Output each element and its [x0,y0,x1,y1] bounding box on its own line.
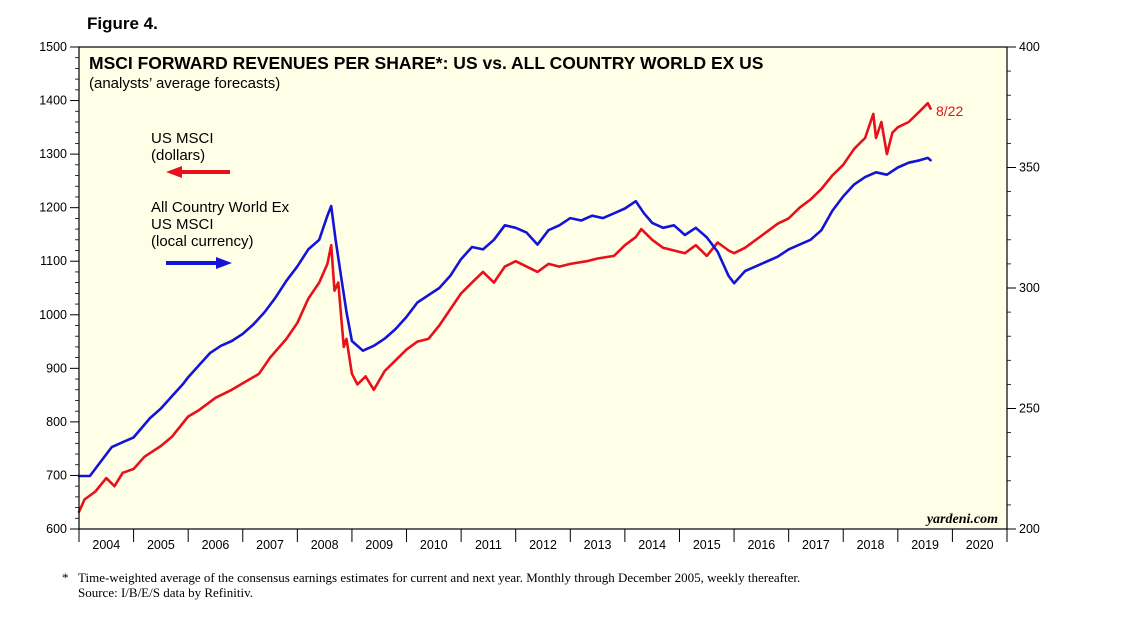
legend-label-us: US MSCI [151,130,214,147]
legend-label-us: (dollars) [151,147,205,164]
left-tick-label: 1300 [39,147,67,161]
acwx-msci-line [77,156,932,478]
x-tick-label: 2008 [311,538,339,552]
footnote-text: Time-weighted average of the consensus e… [78,570,801,585]
chart-title: MSCI FORWARD REVENUES PER SHARE*: US vs.… [89,53,763,73]
left-tick-label: 700 [46,468,67,482]
x-tick-label: 2007 [256,538,284,552]
x-tick-label: 2013 [584,538,612,552]
footnote: * Time-weighted average of the consensus … [62,570,800,600]
right-tick-label: 200 [1019,522,1040,536]
x-tick-label: 2009 [365,538,393,552]
right-tick-label: 350 [1019,161,1040,175]
x-tick-label: 2020 [966,538,994,552]
legend-label-acwx: US MSCI [151,216,214,233]
footnote-line-1: * Time-weighted average of the consensus … [62,570,800,585]
chart-subtitle: (analysts’ average forecasts) [89,75,280,92]
legend-arrow-head-acwx [216,257,232,269]
x-tick-label: 2014 [638,538,666,552]
x-tick-label: 2016 [747,538,775,552]
left-tick-label: 1200 [39,201,67,215]
right-tick-label: 250 [1019,402,1040,416]
x-tick-label: 2006 [202,538,230,552]
right-tick-label: 300 [1019,281,1040,295]
x-tick-label: 2018 [857,538,885,552]
left-tick-label: 900 [46,361,67,375]
footnote-source: Source: I/B/E/S data by Refinitiv. [78,585,253,600]
x-tick-label: 2015 [693,538,721,552]
legend-label-acwx: All Country World Ex [151,199,290,216]
x-tick-label: 2017 [802,538,830,552]
x-tick-label: 2004 [92,538,120,552]
us-msci-line [77,101,932,514]
left-tick-label: 1500 [39,40,67,54]
left-tick-label: 800 [46,415,67,429]
x-tick-label: 2010 [420,538,448,552]
x-tick-label: 2019 [911,538,939,552]
footnote-marker: * [62,570,69,585]
left-tick-label: 600 [46,522,67,536]
left-tick-label: 1000 [39,308,67,322]
left-tick-label: 1100 [40,254,67,268]
watermark: yardeni.com [925,512,998,527]
tick-layer: 600 700 800 900 1000 1100 1200 1300 1400 1500 200 2… [39,40,1040,552]
x-tick-label: 2012 [529,538,557,552]
figure-label: Figure 4. [87,14,158,33]
plot-frame [78,46,1008,530]
legend-arrow-head-us [166,166,182,178]
series-layer [77,101,932,514]
left-tick-label: 1400 [39,94,67,108]
chart: 600 700 800 900 1000 1100 1200 1300 1400 1500 200 2… [39,40,1040,552]
plot-background [79,47,1007,529]
right-tick-label: 400 [1019,40,1040,54]
end-date-label: 8/22 [936,103,963,119]
x-tick-label: 2011 [475,538,502,552]
x-tick-label: 2005 [147,538,175,552]
legend-label-acwx: (local currency) [151,233,254,250]
